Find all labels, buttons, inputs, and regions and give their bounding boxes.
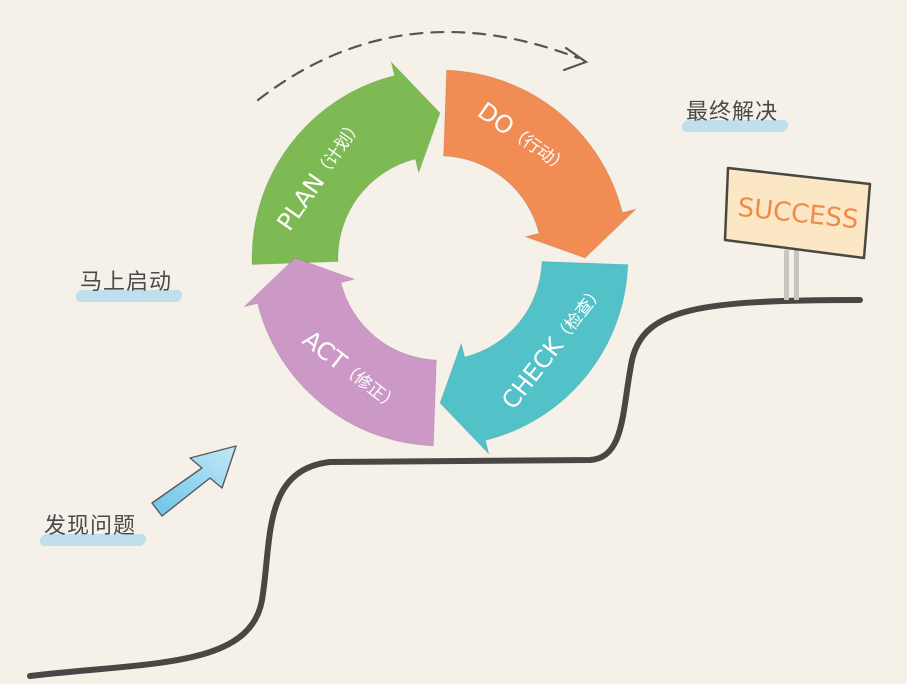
- dashed-flow-arc: [256, 30, 580, 102]
- upward-arrow-icon: [151, 445, 237, 517]
- step-label-discover: 发现问题: [38, 508, 148, 546]
- staircase-path: [27, 297, 863, 679]
- step-label-start: 马上启动: [74, 264, 184, 302]
- discover-text: 发现问题: [44, 514, 137, 539]
- success-sign: SUCCESS: [723, 166, 872, 300]
- step-label-resolve: 最终解决: [680, 94, 790, 132]
- cycle-arrow-plan: [251, 60, 441, 266]
- cycle-arrow-do: [443, 69, 638, 259]
- sign-board: [723, 166, 872, 260]
- pdca-cycle: PLAN（计划） DO（行动）CHECK（检查）ACT（修正）: [242, 60, 638, 456]
- sign-post-right: [794, 250, 799, 300]
- sign-post-left: [784, 250, 789, 300]
- start-text: 马上启动: [80, 270, 173, 295]
- resolve-text: 最终解决: [686, 100, 779, 125]
- cycle-arrow-act: [242, 257, 437, 447]
- dashed-arc-arrowhead: [562, 46, 589, 72]
- cycle-arrow-check: [439, 261, 629, 456]
